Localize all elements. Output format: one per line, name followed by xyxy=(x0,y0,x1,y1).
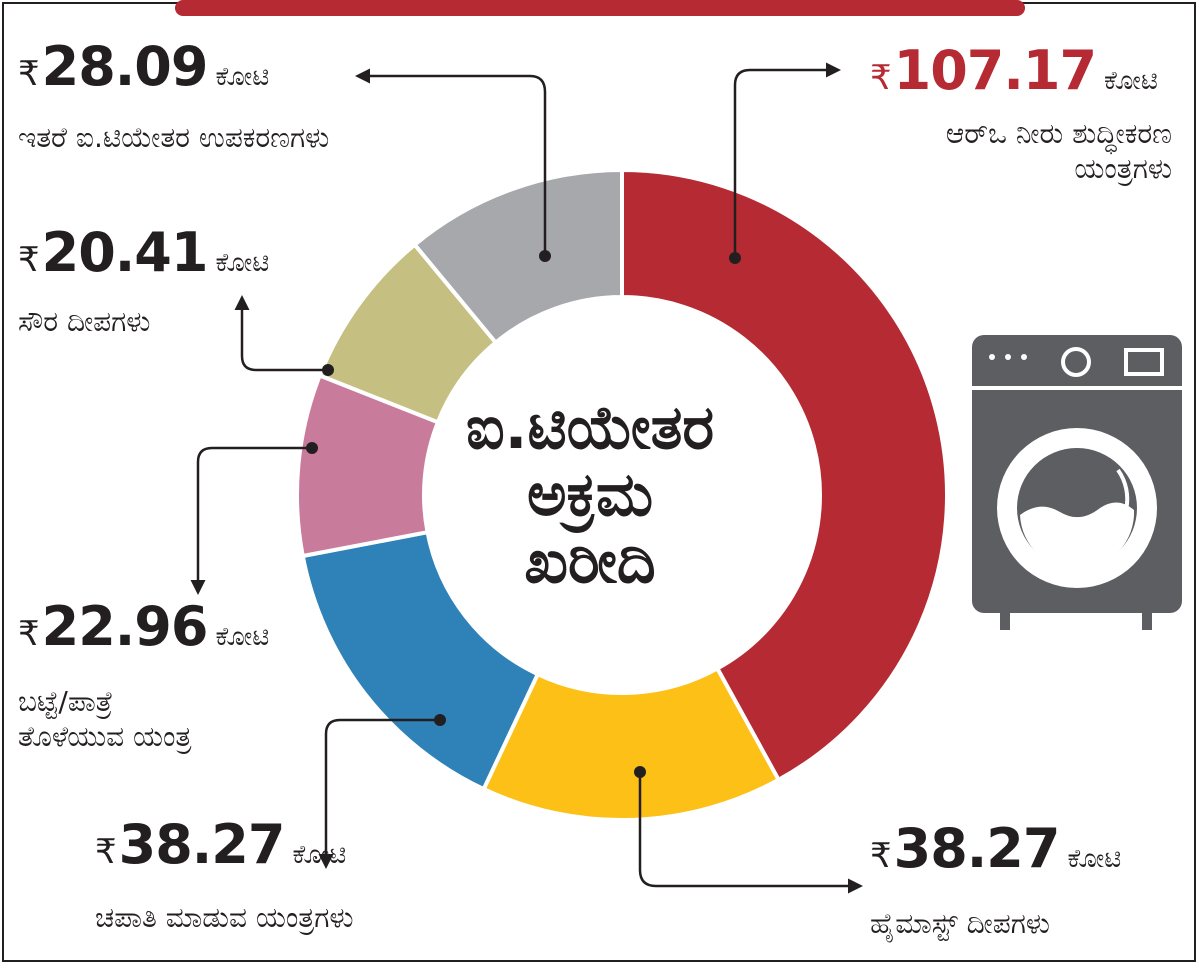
label-amount-solar: ₹20.41 ಕೋಟಿ xyxy=(18,226,269,280)
leader-line-solar xyxy=(234,295,328,372)
rupee-symbol: ₹ xyxy=(870,836,892,876)
leader-line-other xyxy=(355,68,547,256)
amount-value: 22.96 xyxy=(41,595,209,658)
leader-line-highmast xyxy=(638,772,863,894)
amount-value: 38.27 xyxy=(118,813,286,876)
unit-label: ಕೋಟಿ xyxy=(292,840,347,870)
amount-value: 28.09 xyxy=(41,35,209,98)
accent-bar xyxy=(175,0,1025,16)
label-amount-chapati: ₹38.27 ಕೋಟಿ xyxy=(95,818,346,872)
unit-label: ಕೋಟಿ xyxy=(215,248,270,278)
leader-line-ro xyxy=(733,62,841,258)
washing-machine-icon xyxy=(972,335,1182,630)
label-amount-other: ₹28.09 ಕೋಟಿ xyxy=(18,40,269,94)
amount-value: 38.27 xyxy=(893,817,1061,880)
label-desc-other: ಇತರೆ ಐ.ಟಿಯೇತರ ಉಪಕರಣಗಳು xyxy=(18,121,330,154)
rupee-symbol: ₹ xyxy=(18,54,40,94)
donut-slice-highmast xyxy=(481,665,782,822)
label-desc-ro: ಆರ್‌ಒ ನೀರು ಶುದ್ಧೀಕರಣ ಯಂತ್ರಗಳು xyxy=(945,117,1172,185)
donut-slice-other xyxy=(411,167,624,346)
label-desc-solar: ಸೌರ ದೀಪಗಳು xyxy=(18,305,151,338)
leader-line-washer xyxy=(190,446,312,595)
label-amount-highmast: ₹38.27 ಕೋಟಿ xyxy=(870,822,1121,876)
label-amount-ro: ₹107.17 ಕೋಟಿ xyxy=(870,44,1158,98)
label-desc-washer: ಬಟ್ಟೆ/ಪಾತ್ರೆ ತೊಳೆಯುವ ಯಂತ್ರ xyxy=(18,685,192,753)
leader-line-chapati xyxy=(318,718,440,869)
amount-value: 20.41 xyxy=(41,221,209,284)
donut-slice-ro xyxy=(620,167,949,783)
label-desc-chapati: ಚಪಾತಿ ಮಾಡುವ ಯಂತ್ರಗಳು xyxy=(95,901,354,934)
chart-center-title: ಐ.ಟಿಯೇತರ ಅಕ್ರಮ ಖರೀದಿ xyxy=(465,393,715,598)
label-amount-washer: ₹22.96 ಕೋಟಿ xyxy=(18,600,269,654)
unit-label: ಕೋಟಿ xyxy=(215,62,270,92)
unit-label: ಕೋಟಿ xyxy=(1104,66,1158,96)
donut-slice-chapati xyxy=(300,529,541,792)
rupee-symbol: ₹ xyxy=(18,614,40,654)
unit-label: ಕೋಟಿ xyxy=(1067,844,1122,874)
rupee-symbol: ₹ xyxy=(870,58,892,98)
rupee-symbol: ₹ xyxy=(95,832,117,872)
amount-value: 107.17 xyxy=(893,39,1097,102)
unit-label: ಕೋಟಿ xyxy=(215,622,270,652)
label-desc-highmast: ಹೈಮಾಸ್ಟ್ ದೀಪಗಳು xyxy=(870,907,1050,940)
rupee-symbol: ₹ xyxy=(18,240,40,280)
